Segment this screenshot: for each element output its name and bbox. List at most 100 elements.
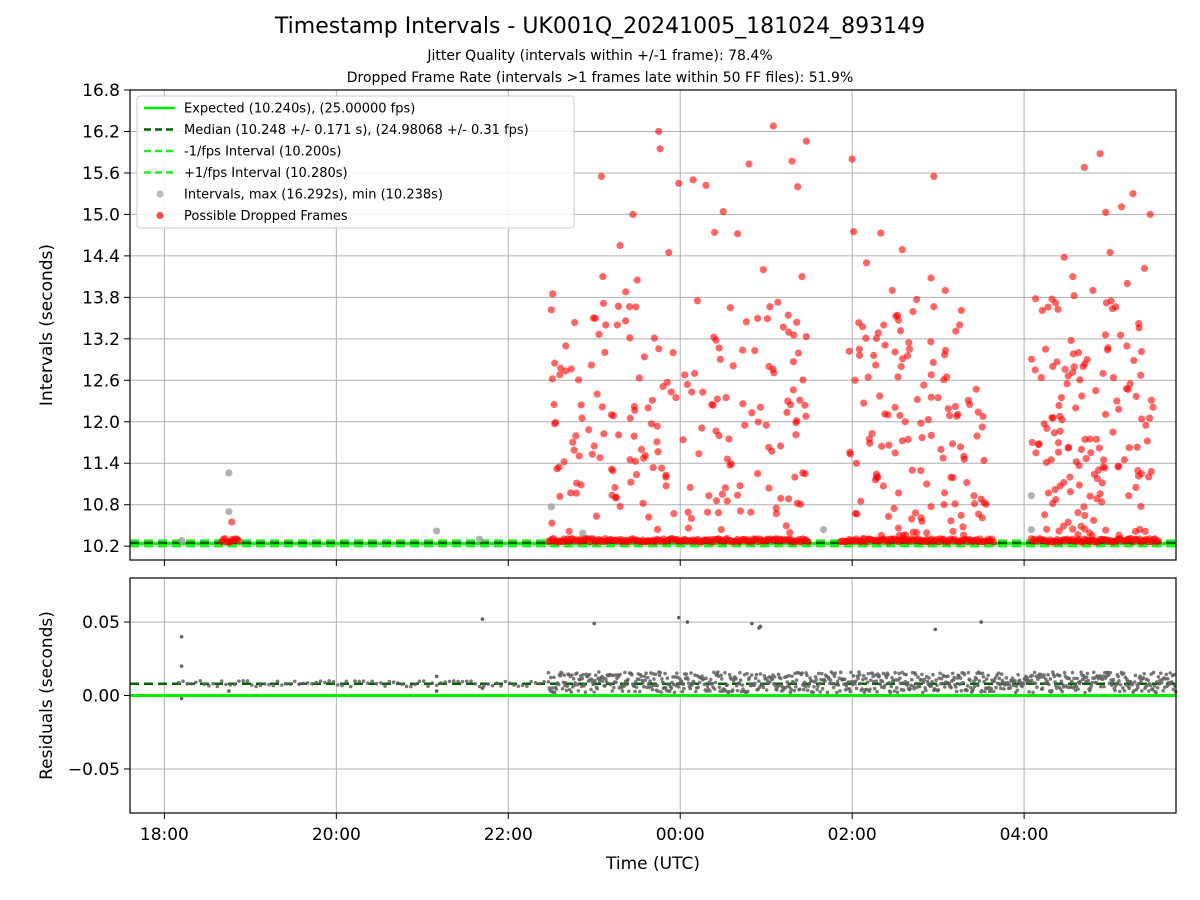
residual-point [708,689,712,693]
residual-point [1136,681,1141,686]
interval-point [819,525,828,534]
residual-point [546,670,551,675]
residual-point [666,682,670,687]
dropped-frame-point [1072,404,1080,412]
residual-point [1142,672,1146,676]
residual-point [1031,690,1035,695]
residual-point [1161,688,1165,693]
residual-point [1072,676,1076,681]
dropped-frame-point [1123,279,1131,288]
residual-point [921,680,926,684]
dropped-frame-point [556,371,564,379]
residual-point [224,682,228,687]
residual-point [794,678,799,682]
dropped-frame-point [235,537,243,545]
residual-point [832,674,837,679]
residual-point [323,680,327,685]
dropped-frame-point [1131,527,1140,535]
residual-point [745,671,749,676]
dropped-frame-point [662,473,670,481]
dropped-frame-point [1041,511,1049,519]
dropped-frame-point [665,248,673,257]
dropped-frame-point [1034,440,1043,449]
residual-point [176,680,181,685]
dropped-frame-point [923,480,931,488]
dropped-frame-point [756,403,765,411]
dropped-frame-point [948,440,957,448]
residual-point [996,671,1001,675]
residual-point [391,680,396,685]
residual-point [924,688,928,693]
residual-point [443,680,448,684]
dropped-frame-point [786,529,794,537]
dropped-frame-point [1086,435,1094,443]
dropped-frame-point [1095,466,1103,474]
residual-point [986,673,990,678]
y-tick-label: 12.6 [82,371,120,391]
y-axis-label: Residuals (seconds) [37,611,57,780]
residual-point [592,690,596,694]
dropped-frame-point [868,429,876,438]
residual-point [644,671,648,675]
residual-point [335,683,340,687]
dropped-frame-point [1044,303,1052,311]
dropped-frame-point [870,351,878,360]
residual-point [898,676,902,680]
dropped-frame-point [751,346,759,355]
residual-point [1169,680,1174,684]
residual-point [650,687,655,692]
dropped-frame-point [979,412,987,421]
dropped-frame-point [874,473,882,481]
dropped-frame-point [1154,537,1163,545]
residual-point [688,686,693,691]
residual-point [1092,676,1097,680]
dropped-frame-point [1090,516,1098,524]
dropped-frame-point [653,422,661,430]
residual-point [1140,689,1144,693]
residual-point [314,680,319,685]
residual-point [297,682,301,686]
residual-point [854,686,859,691]
dropped-frame-point [1092,387,1100,395]
residual-point [888,690,893,695]
dropped-frame-point [712,497,721,505]
residual-point [1052,674,1057,679]
residual-point [245,679,250,683]
residual-point [984,677,989,681]
dropped-frame-point [1086,492,1094,500]
residual-point [357,679,362,684]
residual-point [805,688,810,693]
dropped-frame-point [978,423,986,431]
dropped-frame-point [655,127,663,136]
dropped-frame-point [859,323,867,331]
residual-point [1147,689,1151,693]
residual-point [717,685,722,690]
residual-point [179,664,184,668]
residual-point [383,684,387,688]
dropped-frame-point [1050,429,1059,437]
residual-point [1172,672,1176,677]
residual-point [965,688,969,693]
residual-point [665,676,670,680]
residual-point [331,679,336,684]
residual-point [556,682,561,687]
dropped-frame-point [845,347,853,355]
dropped-frame-point [894,373,902,381]
dropped-frame-point [1126,380,1134,388]
legend-plus-fps-label: +1/fps Interval (10.280s) [184,166,348,181]
residual-point [267,682,271,687]
residual-point [327,679,331,683]
dropped-frame-point [1137,371,1145,379]
dropped-frame-point [551,359,559,367]
dropped-frame-point [630,432,638,440]
dropped-frame-point [759,266,767,274]
dropped-frame-point [798,273,806,281]
dropped-frame-point [626,414,634,422]
residual-point [569,690,574,694]
residual-point [689,671,693,675]
residual-point [764,688,769,692]
dropped-frame-point [1125,444,1133,452]
dropped-frame-point [590,442,598,450]
dropped-frame-point [1104,346,1112,354]
dropped-frame-point [789,386,797,394]
